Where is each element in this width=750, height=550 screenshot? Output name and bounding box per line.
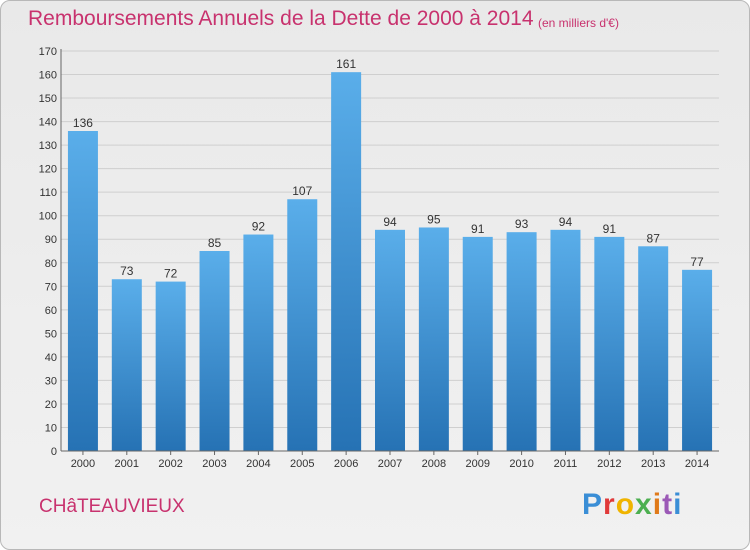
bar-2009 — [462, 236, 493, 451]
logo-letter: o — [615, 488, 636, 521]
x-tick-label: 2014 — [685, 458, 709, 470]
chart-title: Remboursements Annuels de la Dette de 20… — [28, 7, 534, 30]
bar-2002 — [155, 281, 186, 451]
x-tick-label: 2009 — [465, 458, 489, 470]
bar-value-label: 95 — [427, 212, 441, 226]
bar-value-label: 91 — [603, 222, 617, 236]
bar-2005 — [287, 199, 318, 451]
bar-value-label: 93 — [515, 217, 529, 231]
bar-2006 — [331, 72, 362, 452]
x-tick-label: 2011 — [554, 458, 578, 470]
y-tick-label: 10 — [45, 422, 57, 434]
x-tick-label: 2003 — [202, 458, 226, 470]
logo-letter: t — [662, 488, 674, 521]
x-tick-label: 2002 — [158, 458, 182, 470]
y-tick-label: 70 — [45, 281, 57, 293]
chart-unit-label: (en milliers d'€) — [538, 16, 619, 30]
y-tick-label: 80 — [45, 258, 57, 270]
bar-value-label: 85 — [208, 236, 222, 250]
x-tick-label: 2013 — [641, 458, 665, 470]
bar-2010 — [506, 232, 537, 451]
bar-2003 — [199, 251, 230, 451]
bar-value-label: 77 — [690, 255, 704, 269]
logo-letter: r — [603, 488, 616, 521]
commune-name: CHâTEAUVIEUX — [39, 496, 185, 517]
proxiti-logo: Proxiti — [582, 488, 682, 522]
x-tick-label: 2006 — [334, 458, 358, 470]
x-tick-label: 2001 — [115, 458, 139, 470]
y-tick-label: 40 — [45, 352, 57, 364]
bar-value-label: 92 — [252, 220, 266, 234]
x-tick-label: 2004 — [246, 458, 270, 470]
x-tick-label: 2007 — [378, 458, 402, 470]
bar-value-label: 94 — [559, 215, 573, 229]
logo-letter: x — [635, 488, 653, 521]
y-tick-label: 20 — [45, 399, 57, 411]
logo-letter: i — [673, 488, 683, 521]
y-tick-label: 0 — [51, 446, 57, 458]
x-tick-label: 2005 — [290, 458, 314, 470]
y-tick-label: 140 — [39, 117, 57, 129]
y-tick-label: 120 — [39, 164, 57, 176]
bar-2013 — [638, 246, 669, 451]
y-tick-label: 150 — [39, 93, 57, 105]
y-tick-label: 60 — [45, 305, 57, 317]
bar-2014 — [682, 269, 713, 451]
bar-2004 — [243, 234, 274, 451]
x-tick-label: 2008 — [422, 458, 446, 470]
bar-2007 — [375, 229, 405, 451]
y-tick-label: 110 — [39, 187, 57, 199]
bar-2008 — [418, 227, 449, 451]
bar-value-label: 73 — [120, 264, 134, 278]
x-tick-label: 2012 — [597, 458, 621, 470]
bar-2000 — [67, 131, 98, 451]
bar-value-label: 136 — [73, 116, 93, 130]
bar-2012 — [594, 236, 625, 451]
bar-2001 — [111, 279, 142, 451]
x-tick-label: 2000 — [71, 458, 95, 470]
y-tick-label: 160 — [39, 70, 57, 82]
bar-value-label: 161 — [336, 57, 356, 71]
logo-letter: P — [582, 488, 604, 521]
y-tick-label: 170 — [39, 46, 57, 58]
bar-value-label: 91 — [471, 222, 485, 236]
bar-value-label: 87 — [647, 231, 661, 245]
bar-value-label: 72 — [164, 267, 178, 281]
y-tick-label: 30 — [45, 375, 57, 387]
bar-value-label: 107 — [292, 184, 312, 198]
bar-2011 — [550, 229, 581, 451]
logo-letter: i — [652, 488, 663, 521]
bar-value-label: 94 — [383, 215, 397, 229]
y-tick-label: 100 — [39, 211, 57, 223]
y-tick-label: 90 — [45, 234, 57, 246]
y-tick-label: 50 — [45, 328, 57, 340]
x-tick-label: 2010 — [509, 458, 533, 470]
y-tick-label: 130 — [39, 140, 57, 152]
